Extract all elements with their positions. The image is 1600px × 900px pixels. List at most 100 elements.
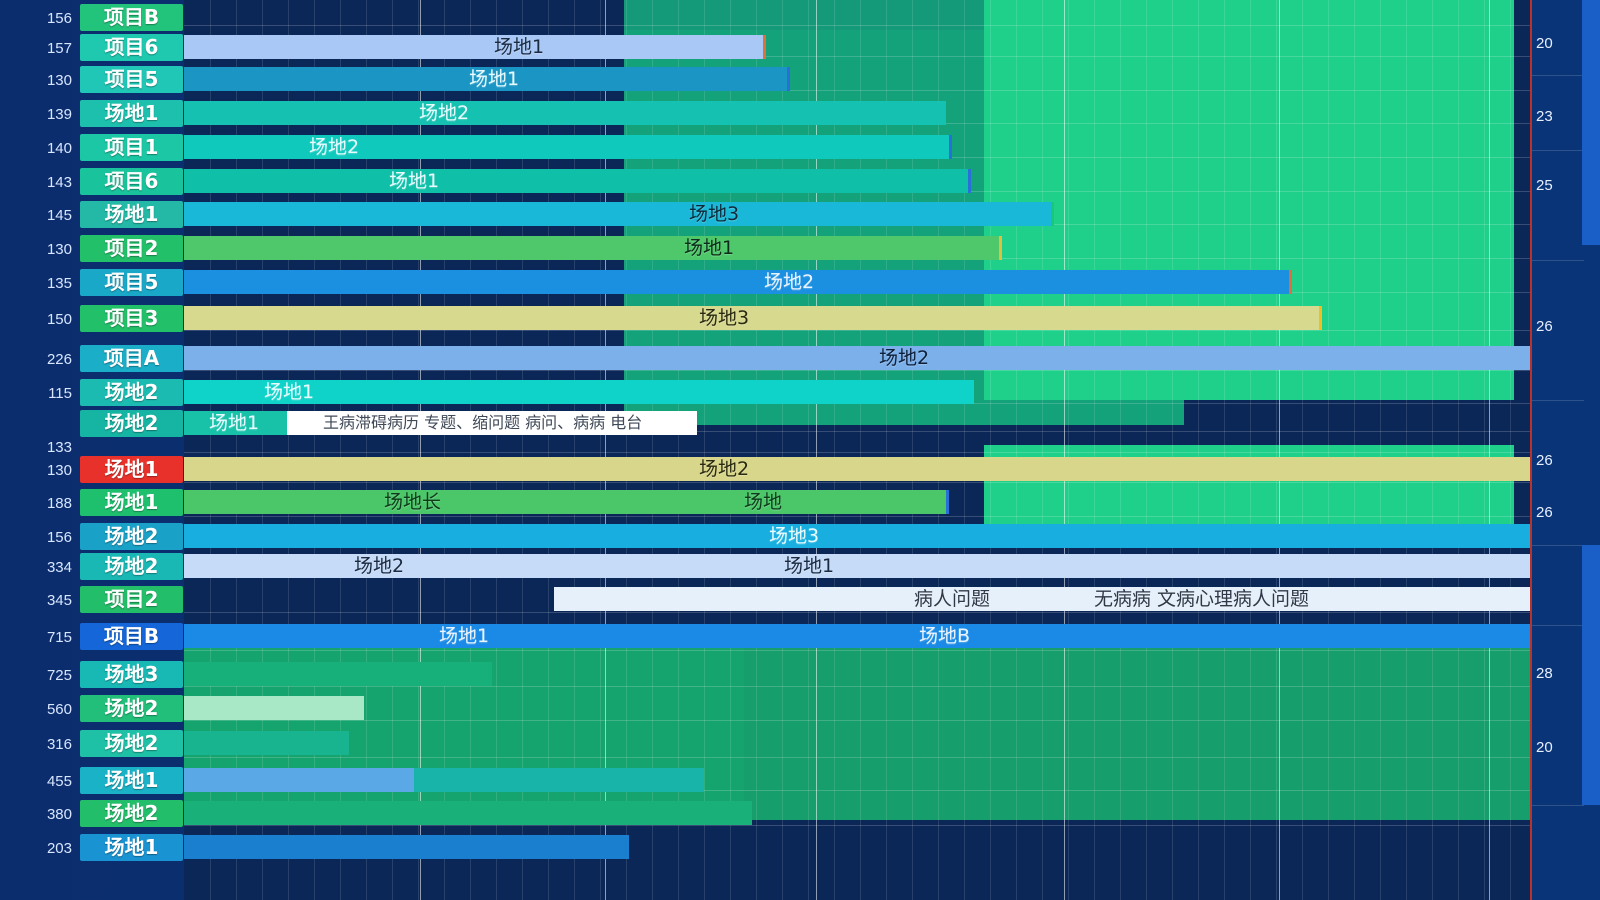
summary-value: 20	[1536, 739, 1553, 756]
row-label[interactable]: 项目2	[80, 586, 183, 613]
row-label[interactable]: 项目5	[80, 66, 183, 93]
summary-separator	[1532, 625, 1584, 626]
schedule-bar[interactable]: 场地长 场地	[184, 490, 949, 514]
row-label[interactable]: 项目1	[80, 134, 183, 161]
summary-scroll-block[interactable]	[1582, 545, 1600, 805]
grid-line	[834, 0, 835, 900]
row-number: 316	[46, 736, 72, 753]
bar-label: 病人问题	[914, 588, 991, 610]
schedule-bar[interactable]: 场地1	[184, 169, 971, 193]
bar-end-marker	[763, 35, 766, 59]
schedule-bar-fragment[interactable]	[184, 696, 364, 720]
bar-label: 场地1	[389, 170, 440, 192]
background-band	[984, 0, 1514, 400]
row-number: 345	[46, 592, 72, 609]
row-label[interactable]: 场地2	[80, 695, 183, 722]
schedule-bar[interactable]: 场地2	[184, 457, 1530, 481]
schedule-bar[interactable]: 场地2	[184, 270, 1292, 294]
schedule-bar[interactable]: 场地3	[184, 202, 1054, 226]
bar-label: 场地2	[764, 271, 815, 293]
schedule-bar-fragment[interactable]	[184, 662, 492, 686]
right-summary-panel: 20 23 25 26 26 26 28 20	[1530, 0, 1600, 900]
grid-line	[1198, 0, 1199, 900]
row-label[interactable]: 项目5	[80, 269, 183, 296]
row-label[interactable]: 项目B	[80, 623, 183, 650]
bar-end-marker	[787, 67, 790, 91]
bar-label: 场地2	[309, 136, 360, 158]
row-separator	[184, 330, 1530, 331]
grid-line	[782, 0, 783, 900]
row-label[interactable]: 场地1	[80, 201, 183, 228]
schedule-bar-fragment[interactable]	[184, 731, 349, 755]
bar-label: 场地2	[879, 347, 930, 369]
row-label[interactable]: 场地2	[80, 410, 183, 437]
row-number: 133	[46, 439, 72, 456]
schedule-bar-fragment[interactable]	[184, 768, 414, 792]
grid-line	[1016, 0, 1017, 900]
grid-line	[314, 0, 315, 900]
schedule-bar[interactable]: 场地2	[184, 135, 952, 159]
row-label[interactable]: 项目A	[80, 345, 183, 372]
bar-label: 场地长	[384, 491, 442, 513]
row-label[interactable]: 场地1	[80, 456, 183, 483]
schedule-bar[interactable]: 场地1 场地B	[184, 624, 1530, 648]
grid-line	[1406, 0, 1407, 900]
grid-line	[522, 0, 523, 900]
row-label[interactable]: 场地1	[80, 489, 183, 516]
schedule-bar-fragment[interactable]	[414, 768, 704, 792]
row-separator	[184, 612, 1530, 613]
major-grid-line	[420, 0, 421, 900]
row-label[interactable]: 项目3	[80, 305, 183, 332]
schedule-bar[interactable]: 场地1	[184, 236, 1002, 260]
schedule-bar[interactable]: 场地1	[184, 380, 974, 404]
row-label[interactable]: 场地2	[80, 730, 183, 757]
row-label[interactable]: 场地2	[80, 553, 183, 580]
row-label[interactable]: 项目2	[80, 235, 183, 262]
grid-line	[990, 0, 991, 900]
major-grid-line	[1064, 0, 1065, 900]
grid-line	[912, 0, 913, 900]
row-label[interactable]: 场地1	[80, 100, 183, 127]
row-number: 455	[46, 773, 72, 790]
grid-line	[626, 0, 627, 900]
row-label[interactable]: 项目6	[80, 34, 183, 61]
summary-scroll-block[interactable]	[1582, 0, 1600, 245]
grid-line	[470, 0, 471, 900]
row-separator	[184, 720, 1530, 721]
row-label[interactable]: 场地2	[80, 800, 183, 827]
row-number: 143	[46, 174, 72, 191]
row-number: 150	[46, 311, 72, 328]
schedule-bar[interactable]: 场地1	[184, 67, 790, 91]
grid-line	[1432, 0, 1433, 900]
schedule-bar-fragment[interactable]	[184, 835, 629, 859]
row-separator	[184, 452, 1530, 453]
bar-label: 场地1	[209, 412, 260, 434]
row-label[interactable]: 项目6	[80, 168, 183, 195]
row-label[interactable]: 场地1	[80, 834, 183, 861]
row-label[interactable]: 项目B	[80, 4, 183, 31]
schedule-bar[interactable]: 场地3	[184, 524, 1530, 548]
grid-line	[1328, 0, 1329, 900]
grid-line	[1276, 0, 1277, 900]
row-label[interactable]: 场地1	[80, 767, 183, 794]
row-label[interactable]: 场地2	[80, 523, 183, 550]
schedule-bar-fragment[interactable]	[184, 801, 752, 825]
schedule-bar[interactable]: 场地1	[184, 35, 766, 59]
grid-line	[418, 0, 419, 900]
bar-secondary-label: 场地B	[919, 625, 971, 647]
schedule-bar[interactable]: 病人问题 无病病 文病心理病人问题	[554, 587, 1530, 611]
row-number: 135	[46, 275, 72, 292]
gantt-chart-area[interactable]: 场地1 场地1 场地2 场地2 场地1 场地3 场地1 场地2 场地3 场地2 场地1 场地1 王病滞碍…	[184, 0, 1530, 900]
row-number: 130	[46, 462, 72, 479]
background-band	[744, 640, 1530, 820]
row-label[interactable]: 场地3	[80, 661, 183, 688]
summary-separator	[1532, 150, 1584, 151]
grid-line	[210, 0, 211, 900]
schedule-bar[interactable]: 场地1	[184, 411, 289, 435]
schedule-bar[interactable]: 场地2 场地1	[184, 554, 1530, 578]
row-label[interactable]: 场地2	[80, 379, 183, 406]
row-label-column: 项目B 项目6 项目5 场地1 项目1 项目6 场地1 项目2 项目5 项目3 项目A 场地2 场地2 场…	[80, 0, 184, 900]
schedule-bar[interactable]: 场地2	[184, 346, 1530, 370]
schedule-bar[interactable]: 场地2	[184, 101, 946, 125]
schedule-bar[interactable]: 场地3	[184, 306, 1322, 330]
